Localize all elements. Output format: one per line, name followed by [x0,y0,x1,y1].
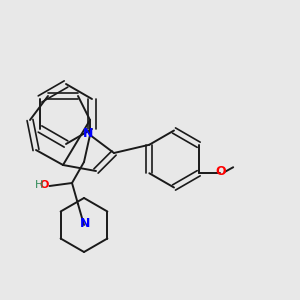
Text: O: O [216,165,226,178]
Text: N: N [80,217,91,230]
Text: O: O [40,179,49,190]
Text: N: N [83,127,94,140]
Text: H: H [35,179,43,190]
